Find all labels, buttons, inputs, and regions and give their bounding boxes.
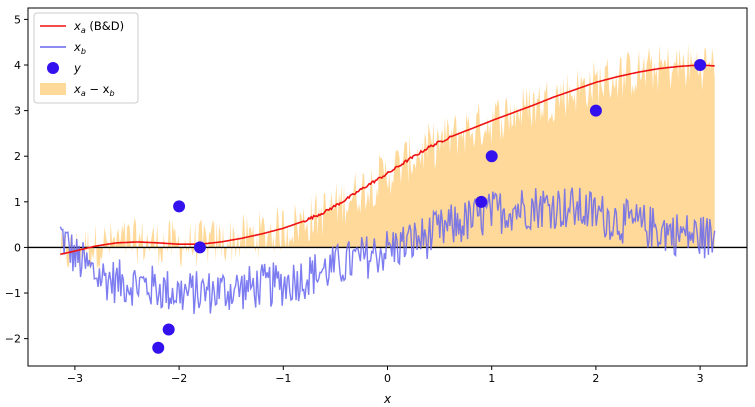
y-tick-label: 5: [14, 13, 21, 26]
legend-entry-xb: xb: [40, 40, 86, 56]
x-tick-label: 3: [697, 372, 704, 385]
x-tick-label: −1: [275, 372, 291, 385]
x-tick-label: 0: [384, 372, 391, 385]
legend: xa (B&D) xb y xa − xb: [33, 12, 139, 104]
y-tick-label: −1: [5, 287, 21, 300]
legend-label-xa: xa (B&D): [73, 19, 124, 35]
legend-swatch-fill: [40, 83, 66, 95]
legend-swatch-y: [47, 62, 59, 74]
xa-polyline: [60, 64, 715, 256]
xb-polyline: [59, 187, 716, 314]
legend-label-fill: xa − xb: [73, 82, 115, 98]
y-point: [152, 341, 165, 354]
y-tick-label: 2: [14, 150, 21, 163]
legend-label-y: y: [73, 61, 81, 75]
x-axis-label: x: [383, 392, 392, 406]
legend-entry-xa: xa (B&D): [40, 19, 124, 35]
x-tick-label: 1: [488, 372, 495, 385]
series-y-points: [152, 59, 707, 354]
legend-label-xb: xb: [73, 40, 86, 56]
legend-box: [33, 12, 139, 104]
x-tick-label: −2: [171, 372, 187, 385]
x-axis-ticks: −3 −2 −1 0 1 2 3: [67, 366, 704, 385]
y-tick-label: 4: [14, 59, 21, 72]
y-point: [162, 323, 175, 336]
legend-entry-fill: xa − xb: [40, 82, 115, 98]
y-point: [485, 150, 498, 163]
x-tick-label: −3: [67, 372, 83, 385]
y-point: [589, 104, 602, 117]
series-xb-line: [59, 187, 716, 314]
y-tick-label: 3: [14, 105, 21, 118]
y-point: [173, 200, 186, 213]
series-xa-line: [60, 64, 715, 256]
y-tick-label: −2: [5, 333, 21, 346]
y-point: [193, 241, 206, 254]
legend-entry-y: y: [47, 61, 81, 75]
y-point: [475, 195, 488, 208]
y-tick-label: 1: [14, 196, 21, 209]
y-axis-ticks: −2 −1 0 1 2 3 4 5: [5, 13, 28, 346]
y-tick-label: 0: [14, 241, 21, 254]
y-point: [694, 59, 707, 72]
x-tick-label: 2: [592, 372, 599, 385]
